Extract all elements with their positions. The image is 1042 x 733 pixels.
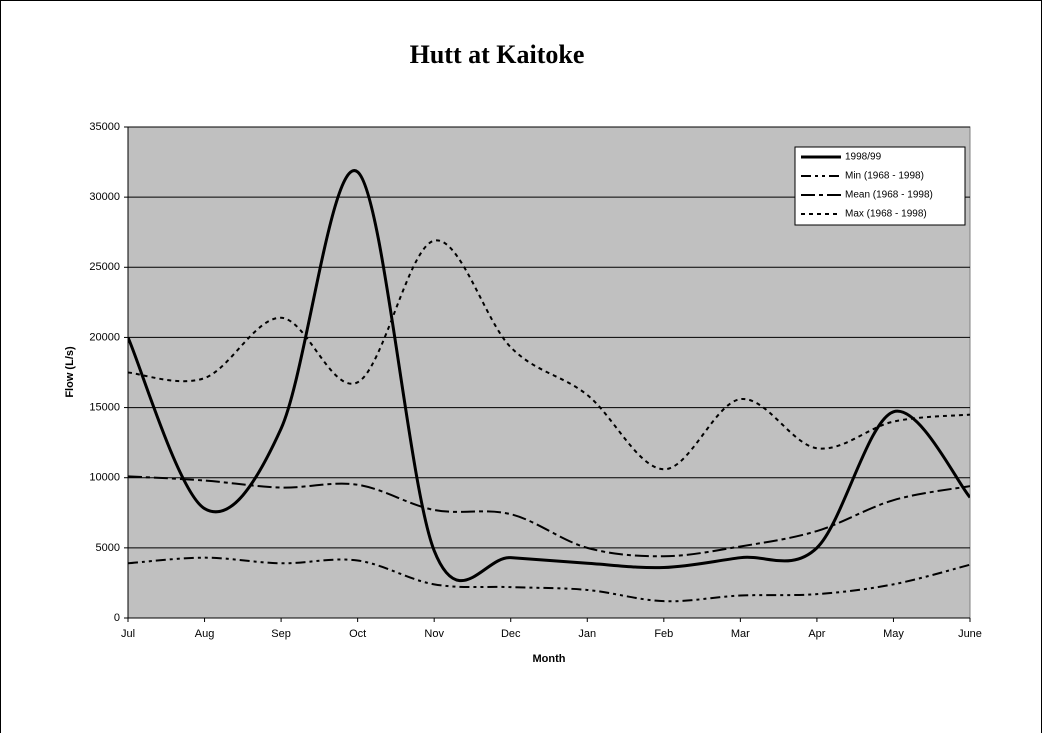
legend-label: 1998/99 <box>845 152 882 163</box>
x-tick-label: Dec <box>501 628 521 640</box>
x-tick-label: Jan <box>578 628 596 640</box>
x-tick-label: Oct <box>349 628 366 640</box>
legend-label: Min (1968 - 1998) <box>845 171 924 182</box>
y-axis-label: Flow (L/s) <box>64 346 76 398</box>
chart-title: Hutt at Kaitoke <box>410 40 585 69</box>
series-line <box>128 556 970 603</box>
x-tick-label: June <box>958 628 982 640</box>
y-tick-label: 10000 <box>89 472 120 484</box>
y-tick-label: 20000 <box>89 331 120 343</box>
x-axis-label: Month <box>533 653 566 665</box>
y-tick-label: 5000 <box>96 542 120 554</box>
y-tick-label: 25000 <box>89 261 120 273</box>
x-tick-label: Nov <box>424 628 444 640</box>
legend-label: Mean (1968 - 1998) <box>845 190 933 201</box>
series-line <box>128 169 970 582</box>
legend-label: Max (1968 - 1998) <box>845 209 927 220</box>
x-tick-label: Sep <box>271 628 291 640</box>
y-tick-label: 15000 <box>89 401 120 413</box>
x-tick-label: May <box>883 628 904 640</box>
x-tick-label: Feb <box>654 628 673 640</box>
y-tick-label: 35000 <box>89 121 120 133</box>
x-tick-label: Aug <box>195 628 215 640</box>
series-line <box>128 239 970 471</box>
y-tick-label: 0 <box>114 612 120 624</box>
y-tick-label: 30000 <box>89 191 120 203</box>
x-tick-label: Mar <box>731 628 750 640</box>
series-line <box>128 475 970 558</box>
x-tick-label: Apr <box>808 628 825 640</box>
x-tick-label: Jul <box>121 628 135 640</box>
legend <box>794 146 966 226</box>
